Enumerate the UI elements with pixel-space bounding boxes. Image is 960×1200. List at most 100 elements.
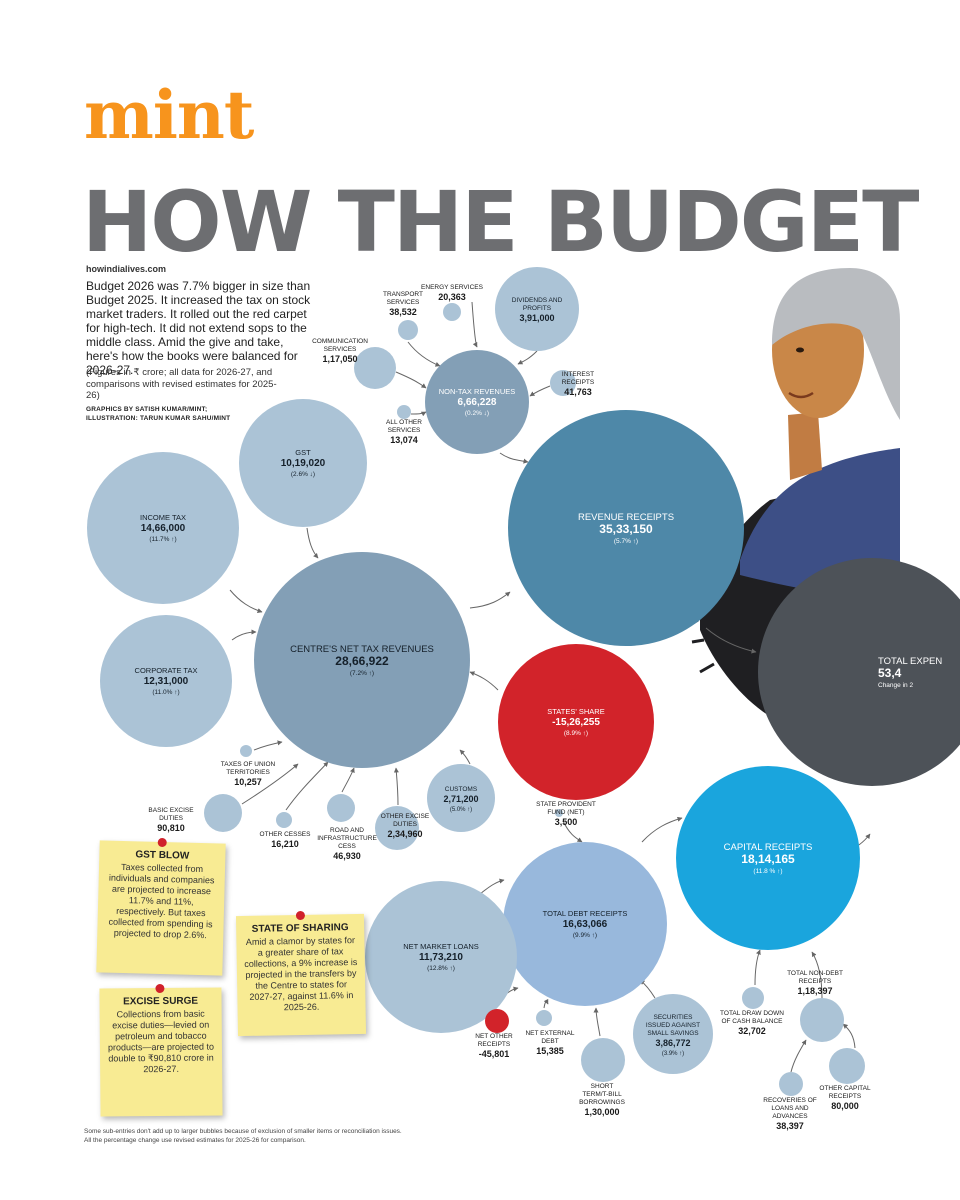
bubble-circle bbox=[676, 766, 860, 950]
flow-arrow bbox=[811, 951, 823, 999]
bubble-value: 20,363 bbox=[438, 292, 466, 302]
bubble-label: CORPORATE TAX bbox=[135, 666, 198, 675]
bubble-circle bbox=[633, 994, 713, 1074]
bubble-value: 90,810 bbox=[157, 823, 185, 833]
mint-logo: mint bbox=[84, 76, 254, 154]
bubble-value: 10,257 bbox=[234, 777, 262, 787]
bubble-change: (8.9% ↑) bbox=[564, 730, 588, 737]
bubble-label: INCOME TAX bbox=[140, 513, 186, 522]
bubble-circle bbox=[327, 794, 355, 822]
bubble-circle bbox=[240, 745, 252, 757]
bubble-circle bbox=[375, 806, 419, 850]
flow-arrow bbox=[393, 767, 399, 806]
flow-arrow bbox=[229, 589, 263, 613]
bubble-value: 1,30,000 bbox=[584, 1107, 619, 1117]
bubble-label: NET MARKET LOANS bbox=[403, 942, 479, 951]
bubble-value: 35,33,150 bbox=[599, 522, 653, 536]
bubble-value: 13,074 bbox=[390, 435, 418, 445]
bubble-label-line: SERVICES bbox=[324, 346, 357, 353]
note-title: EXCISE SURGE bbox=[122, 995, 199, 1008]
bubble-circle bbox=[398, 320, 418, 340]
bubble-value: 3,500 bbox=[555, 817, 578, 827]
flow-arrow bbox=[285, 761, 329, 811]
pin-icon bbox=[157, 837, 167, 848]
bubble-value: 2,34,960 bbox=[387, 829, 422, 839]
bubble-label: TOTAL DEBT RECEIPTS bbox=[543, 909, 628, 918]
bubble-label-line: ADVANCES bbox=[772, 1113, 808, 1120]
bubble-label-line: SHORT bbox=[591, 1083, 614, 1090]
bubble-label-line: TRANSPORT bbox=[383, 291, 423, 298]
bubble-label-line: LOANS AND bbox=[771, 1105, 809, 1112]
flow-arrow bbox=[231, 629, 257, 641]
bubble-label-line: TERRITORIES bbox=[226, 769, 270, 776]
bubble-label-line: ENERGY SERVICES bbox=[421, 284, 484, 291]
bubble-label-line: BORROWINGS bbox=[579, 1099, 626, 1106]
bubble-value: 1,17,050 bbox=[322, 354, 357, 364]
note-excise-surge: EXCISE SURGE Collections from basic exci… bbox=[99, 983, 223, 1117]
bubble-value: 14,66,000 bbox=[141, 523, 186, 534]
bubble-label-line: ROAD AND bbox=[330, 827, 364, 834]
note-state-of-sharing: STATE OF SHARING Amid a clamor by states… bbox=[235, 910, 367, 1037]
bubble-value: 10,19,020 bbox=[281, 458, 326, 469]
bubble-circle bbox=[397, 405, 411, 419]
bubble-value: 6,66,228 bbox=[458, 397, 497, 408]
bubble-label-line: TOTAL DRAW DOWN bbox=[720, 1010, 784, 1017]
bubble-circle bbox=[581, 1038, 625, 1082]
bubble-circle bbox=[742, 987, 764, 1009]
note-title: GST BLOW bbox=[135, 849, 190, 862]
bubble-label-line: INTEREST bbox=[562, 371, 594, 378]
bubble-label-line: NET OTHER bbox=[475, 1033, 513, 1040]
flow-arrow bbox=[517, 350, 538, 365]
flow-arrow bbox=[469, 591, 511, 609]
bubble-circle bbox=[779, 1072, 803, 1096]
bubble-change: (7.2% ↑) bbox=[350, 670, 374, 677]
site-name: howindialives.com bbox=[86, 264, 167, 274]
flow-arrow bbox=[341, 767, 355, 793]
bubble-label-line: DUTIES bbox=[159, 815, 184, 822]
bubble-label-line: DUTIES bbox=[393, 821, 418, 828]
bubble-circle bbox=[239, 399, 367, 527]
bubble-label: GST bbox=[295, 448, 311, 457]
bubble-label-line: PROFITS bbox=[523, 305, 552, 312]
flow-arrow bbox=[562, 820, 583, 843]
flow-arrow bbox=[593, 1007, 601, 1037]
bubble-label-line: SERVICES bbox=[388, 427, 421, 434]
bubble-label-line: CUSTOMS bbox=[445, 786, 478, 793]
note-body: Amid a clamor by states for a greater sh… bbox=[244, 935, 358, 1013]
bubble-circle bbox=[87, 452, 239, 604]
bubble-label-line: STATE PROVIDENT bbox=[536, 801, 596, 808]
bubble-label-line: DIVIDENDS AND bbox=[512, 297, 563, 304]
bubble-circle bbox=[100, 615, 232, 747]
graphics-credit: GRAPHICS BY SATISH KUMAR/MINT; bbox=[86, 406, 208, 413]
bubble-change: (12.8% ↑) bbox=[427, 965, 455, 972]
bubble-value: 15,385 bbox=[536, 1046, 564, 1056]
flow-arrow bbox=[459, 749, 471, 765]
bubble-label-line: OTHER EXCISE bbox=[381, 813, 430, 820]
bubble-value: 46,930 bbox=[333, 851, 361, 861]
bubble-circle bbox=[427, 764, 495, 832]
bubble-change: (11.0% ↑) bbox=[152, 689, 179, 696]
pin-icon bbox=[295, 910, 306, 921]
note-body: Collections from basic excise duties—lev… bbox=[107, 1008, 215, 1075]
pin-icon bbox=[155, 983, 165, 994]
bubble-change: (9.9% ↑) bbox=[573, 932, 597, 939]
bubble-change: (2.6% ↓) bbox=[291, 471, 315, 478]
bubble-label-line: SMALL SAVINGS bbox=[647, 1030, 699, 1037]
bubble-value: -15,26,255 bbox=[552, 717, 600, 728]
bubble-change: Change in 2 bbox=[878, 682, 913, 689]
bubble-circle bbox=[550, 370, 576, 396]
flow-arrow bbox=[641, 816, 683, 843]
bubble-value: 11,73,210 bbox=[419, 952, 463, 963]
